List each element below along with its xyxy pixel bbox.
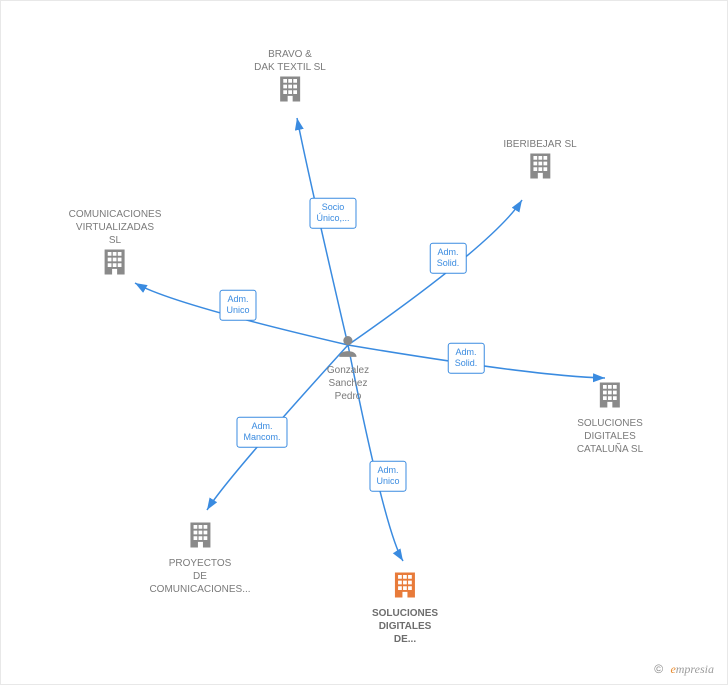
company-node-sol_dig[interactable]: SOLUCIONES DIGITALES DE... <box>372 570 438 646</box>
company-label: PROYECTOS DE COMUNICACIONES... <box>149 557 250 596</box>
person-icon <box>335 333 361 359</box>
company-label: COMUNICACIONES VIRTUALIZADAS SL <box>69 208 162 247</box>
edge-label-sol_dig[interactable]: Adm. Unico <box>369 461 406 492</box>
building-icon <box>275 74 305 104</box>
edge-label-sol_cat[interactable]: Adm. Solid. <box>448 343 485 374</box>
company-label: BRAVO & DAK TEXTIL SL <box>254 48 326 74</box>
building-icon <box>525 151 555 181</box>
company-node-bravo[interactable]: BRAVO & DAK TEXTIL SL <box>254 46 326 109</box>
company-node-proyectos[interactable]: PROYECTOS DE COMUNICACIONES... <box>149 520 250 596</box>
edge-label-proyectos[interactable]: Adm. Mancom. <box>236 417 287 448</box>
company-node-sol_cat[interactable]: SOLUCIONES DIGITALES CATALUÑA SL <box>577 380 643 456</box>
edge-label-comunicaciones[interactable]: Adm. Unico <box>219 290 256 321</box>
building-icon <box>100 247 130 277</box>
edge-label-bravo[interactable]: Socio Único,... <box>309 198 356 229</box>
company-node-comunicaciones[interactable]: COMUNICACIONES VIRTUALIZADAS SL <box>69 206 162 282</box>
center-node-person[interactable]: Gonzalez Sanchez Pedro <box>327 333 369 403</box>
watermark-text: mpresia <box>676 662 714 676</box>
edge-bravo <box>297 118 348 345</box>
company-label: SOLUCIONES DIGITALES CATALUÑA SL <box>577 417 643 456</box>
company-label: IBERIBEJAR SL <box>503 138 576 151</box>
building-icon <box>185 520 215 550</box>
building-icon <box>390 570 420 600</box>
diagram-canvas: Gonzalez Sanchez Pedro BRAVO & DAK TEXTIL… <box>0 0 728 685</box>
company-label: SOLUCIONES DIGITALES DE... <box>372 607 438 646</box>
copyright-symbol: © <box>654 662 663 676</box>
watermark: © empresia <box>654 662 714 677</box>
edge-label-iberibejar[interactable]: Adm. Solid. <box>430 243 467 274</box>
building-icon <box>595 380 625 410</box>
center-node-label: Gonzalez Sanchez Pedro <box>327 364 369 403</box>
company-node-iberibejar[interactable]: IBERIBEJAR SL <box>503 136 576 186</box>
